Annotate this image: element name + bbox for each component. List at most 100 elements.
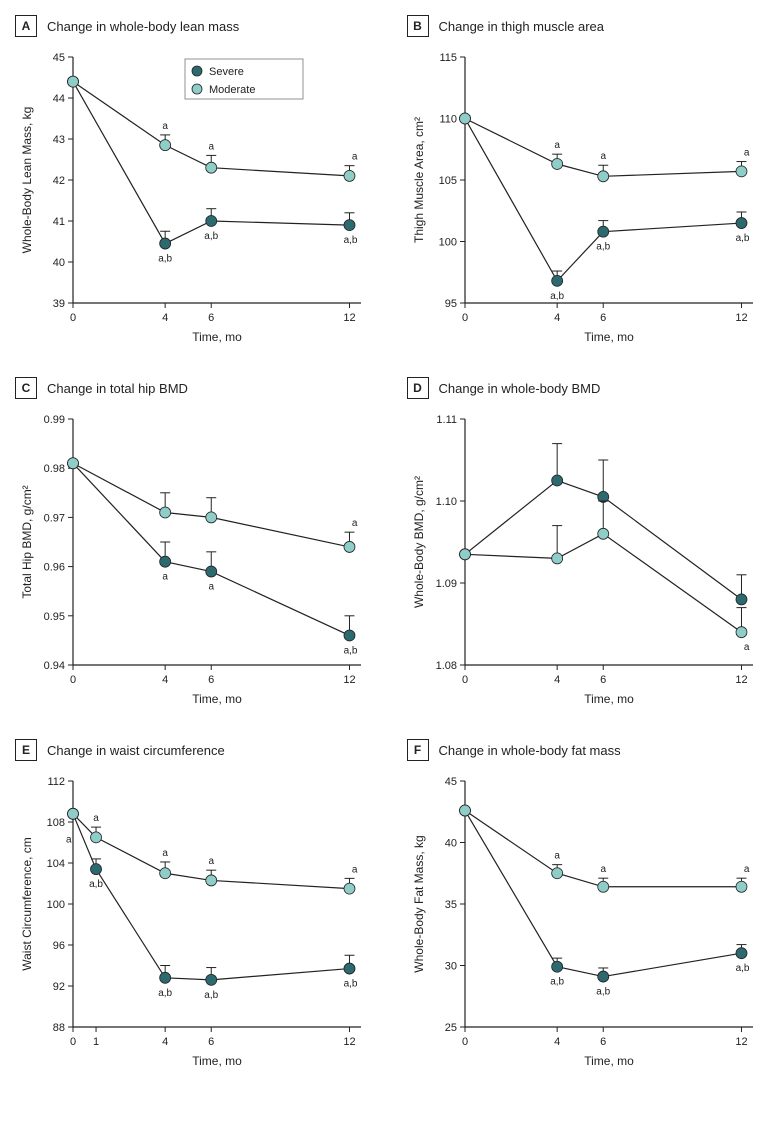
svg-text:40: 40 — [53, 257, 65, 269]
svg-text:4: 4 — [554, 674, 560, 686]
svg-text:1.10: 1.10 — [435, 496, 456, 508]
svg-text:0: 0 — [461, 674, 467, 686]
svg-text:45: 45 — [53, 52, 65, 64]
svg-text:12: 12 — [735, 1036, 747, 1048]
chart-B: 9510010511011504612Time, moThigh Muscle … — [407, 47, 767, 347]
svg-text:30: 30 — [444, 961, 456, 973]
panel-letter: D — [407, 377, 429, 399]
panel-title-text: Change in thigh muscle area — [439, 19, 605, 34]
panel-title-text: Change in whole-body BMD — [439, 381, 601, 396]
svg-text:a,b: a,b — [550, 291, 564, 302]
svg-text:a: a — [162, 848, 168, 859]
svg-text:12: 12 — [343, 674, 355, 686]
svg-text:0: 0 — [70, 312, 76, 324]
svg-text:Time, mo: Time, mo — [584, 1054, 634, 1068]
svg-text:a,b: a,b — [344, 979, 358, 990]
panel-D: D Change in whole-body BMD 1.08 1.09 1.10 1.1… — [407, 377, 769, 709]
svg-text:0: 0 — [70, 674, 76, 686]
svg-text:6: 6 — [208, 674, 214, 686]
svg-text:a,b: a,b — [204, 231, 218, 242]
chart-F: 253035404504612Time, moWhole-Body Fat Ma… — [407, 771, 767, 1071]
svg-text:Time, mo: Time, mo — [584, 692, 634, 706]
svg-text:100: 100 — [47, 899, 65, 911]
svg-text:Time, mo: Time, mo — [584, 330, 634, 344]
svg-text:39: 39 — [53, 298, 65, 310]
svg-text:a,b: a,b — [204, 990, 218, 1001]
svg-text:1: 1 — [93, 1036, 99, 1048]
svg-text:115: 115 — [439, 52, 457, 64]
chart-grid: AChange in whole-body lean mass394041424… — [15, 15, 768, 1071]
svg-text:25: 25 — [444, 1022, 456, 1034]
svg-text:12: 12 — [343, 1036, 355, 1048]
panel-title-text: Change in whole-body fat mass — [439, 743, 621, 758]
svg-text:Whole-Body Lean Mass, kg: Whole-Body Lean Mass, kg — [20, 107, 34, 254]
svg-text:112: 112 — [47, 776, 65, 788]
svg-text:a,b: a,b — [158, 254, 172, 265]
svg-text:4: 4 — [554, 312, 560, 324]
svg-text:a: a — [208, 141, 214, 152]
svg-text:0: 0 — [70, 1036, 76, 1048]
svg-text:Waist Circumference, cm: Waist Circumference, cm — [20, 837, 34, 971]
svg-text:4: 4 — [162, 674, 168, 686]
svg-text:Moderate: Moderate — [209, 84, 255, 96]
panel-letter: A — [15, 15, 37, 37]
svg-text:a: a — [600, 864, 606, 875]
panel-A: AChange in whole-body lean mass394041424… — [15, 15, 377, 347]
svg-text:a,b: a,b — [550, 977, 564, 988]
panel-letter: C — [15, 377, 37, 399]
svg-text:a: a — [352, 518, 358, 529]
svg-text:0.97: 0.97 — [44, 512, 65, 524]
panel-E: EChange in waist circumference8892961001… — [15, 739, 377, 1071]
svg-text:a: a — [352, 864, 358, 875]
svg-text:a: a — [208, 582, 214, 593]
panel-C: CChange in total hip BMD0.940.950.960.97… — [15, 377, 377, 709]
svg-text:6: 6 — [600, 312, 606, 324]
svg-text:a,b: a,b — [344, 645, 358, 656]
svg-text:a,b: a,b — [344, 235, 358, 246]
svg-text:Time, mo: Time, mo — [192, 692, 242, 706]
chart-C: 0.940.950.960.970.980.9904612Time, moTot… — [15, 409, 375, 709]
svg-text:a: a — [743, 864, 749, 875]
svg-text:0: 0 — [461, 312, 467, 324]
svg-text:108: 108 — [47, 817, 65, 829]
panel-letter: E — [15, 739, 37, 761]
svg-text:a: a — [208, 856, 214, 867]
chart-A: 3940414243444504612Time, moWhole-Body Le… — [15, 47, 375, 347]
svg-text:0.94: 0.94 — [44, 660, 65, 672]
svg-text:1.09: 1.09 — [435, 578, 456, 590]
svg-text:12: 12 — [735, 674, 747, 686]
panel-letter: F — [407, 739, 429, 761]
svg-text:40: 40 — [444, 838, 456, 850]
svg-text:a,b: a,b — [735, 233, 749, 244]
svg-text:100: 100 — [438, 237, 456, 249]
panel-title-text: Change in total hip BMD — [47, 381, 188, 396]
svg-text:1.08: 1.08 — [435, 660, 456, 672]
chart-D: 1.081.091.101.1104612Time, moWhole-Body … — [407, 409, 767, 709]
svg-text:0.95: 0.95 — [44, 611, 65, 623]
panel-title-text: Change in waist circumference — [47, 743, 225, 758]
chart-E: 889296100104108112014612Time, moWaist Ci… — [15, 771, 375, 1071]
svg-text:a: a — [554, 851, 560, 862]
svg-text:105: 105 — [438, 175, 456, 187]
svg-text:a: a — [743, 148, 749, 159]
svg-text:a: a — [162, 572, 168, 583]
svg-text:42: 42 — [53, 175, 65, 187]
panel-F: FChange in whole-body fat mass2530354045… — [407, 739, 769, 1071]
svg-text:6: 6 — [208, 1036, 214, 1048]
svg-text:44: 44 — [53, 93, 65, 105]
svg-text:Total Hip BMD, g/cm²: Total Hip BMD, g/cm² — [20, 485, 34, 598]
svg-text:1.11: 1.11 — [436, 414, 457, 426]
svg-text:96: 96 — [53, 940, 65, 952]
svg-text:35: 35 — [444, 899, 456, 911]
panel-title-text: Change in whole-body lean mass — [47, 19, 239, 34]
svg-text:4: 4 — [162, 1036, 168, 1048]
svg-text:Severe: Severe — [209, 66, 244, 78]
svg-text:12: 12 — [343, 312, 355, 324]
svg-text:a,b: a,b — [735, 963, 749, 974]
svg-text:a: a — [66, 835, 72, 846]
svg-text:110: 110 — [439, 114, 457, 126]
svg-text:0: 0 — [461, 1036, 467, 1048]
svg-text:a: a — [93, 813, 99, 824]
svg-text:a,b: a,b — [158, 988, 172, 999]
svg-text:Thigh Muscle Area, cm²: Thigh Muscle Area, cm² — [412, 117, 426, 243]
